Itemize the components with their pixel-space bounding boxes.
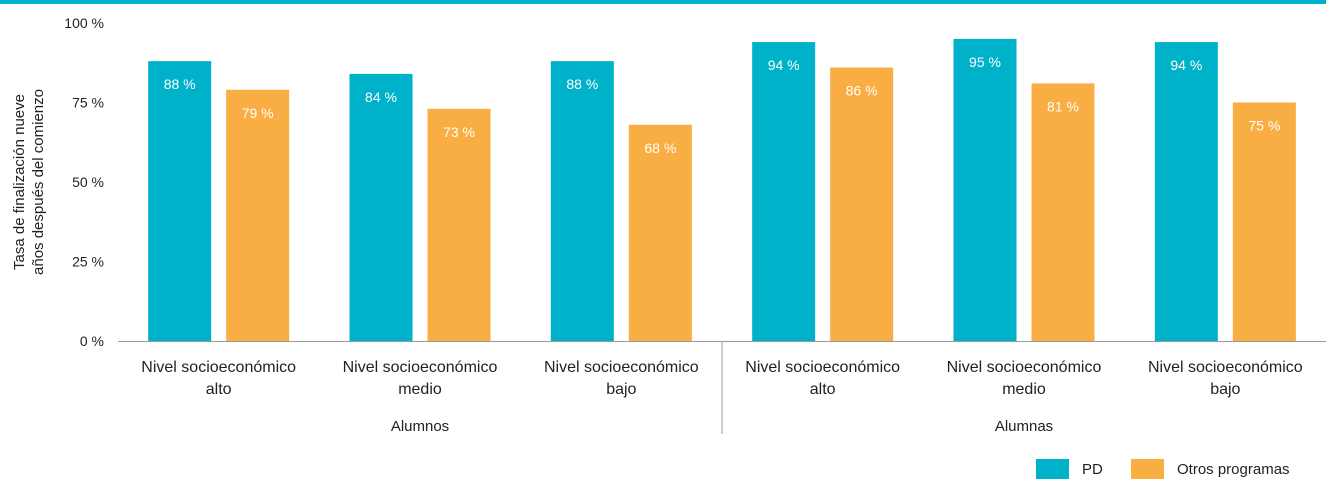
bar-value-label: 73 % xyxy=(443,124,475,140)
bar-value-label: 81 % xyxy=(1047,98,1079,114)
y-tick-label: 0 % xyxy=(80,333,104,349)
category-label: alto xyxy=(206,381,232,398)
category-label: Nivel socioeconómico xyxy=(343,359,498,376)
bar-value-label: 84 % xyxy=(365,89,397,105)
category-label: alto xyxy=(810,381,836,398)
category-label: medio xyxy=(1002,381,1046,398)
bar-otros-programas xyxy=(628,124,692,341)
category-label: Nivel socioeconómico xyxy=(947,359,1102,376)
top-accent-rule xyxy=(0,0,1326,4)
bar-otros-programas xyxy=(830,67,894,342)
legend: PD Otros programas xyxy=(1036,459,1290,479)
category-label: Nivel socioeconómico xyxy=(745,359,900,376)
bar-value-label: 68 % xyxy=(644,140,676,156)
y-tick-label: 100 % xyxy=(64,15,104,31)
y-axis-label-line: Tasa de finalización nueve xyxy=(11,94,28,270)
legend-swatch-otros-programas xyxy=(1131,459,1164,479)
y-tick-label: 50 % xyxy=(72,174,104,190)
category-label: Nivel socioeconómico xyxy=(1148,359,1303,376)
bar-pd xyxy=(1154,42,1218,341)
legend-label: Otros programas xyxy=(1177,461,1290,478)
y-axis-label: Tasa de finalización nueve años después d… xyxy=(11,89,47,275)
bar-pd xyxy=(953,38,1017,342)
category-label: Nivel socioeconómico xyxy=(141,359,296,376)
group-label: Alumnos xyxy=(391,418,449,435)
category-label: bajo xyxy=(606,381,636,398)
bar-value-label: 94 % xyxy=(768,57,800,73)
bar-value-label: 79 % xyxy=(242,105,274,121)
category-label: Nivel socioeconómico xyxy=(544,359,699,376)
bar-otros-programas xyxy=(427,108,491,341)
bar-value-label: 88 % xyxy=(164,76,196,92)
bar-pd xyxy=(148,61,212,341)
bar-otros-programas xyxy=(226,89,290,341)
y-axis-label-line: años después del comienzo xyxy=(30,89,47,275)
legend-swatch-pd xyxy=(1036,459,1069,479)
bar-otros-programas xyxy=(1232,102,1296,341)
bar-value-label: 94 % xyxy=(1170,57,1202,73)
bar-value-label: 86 % xyxy=(846,83,878,99)
bar-value-label: 88 % xyxy=(566,76,598,92)
bar-pd xyxy=(752,42,816,341)
y-tick-label: 25 % xyxy=(72,254,104,270)
bar-otros-programas xyxy=(1031,83,1095,342)
bar-pd xyxy=(550,61,614,341)
category-label: bajo xyxy=(1210,381,1240,398)
category-label: medio xyxy=(398,381,442,398)
bar-pd xyxy=(349,73,413,341)
bar-value-label: 95 % xyxy=(969,54,1001,70)
group-labels: Alumnos Alumnas xyxy=(391,418,1053,435)
bars: 88 % 79 % 84 % 73 % 88 % 68 % 94 % 86 % 95 % 81 %… xyxy=(148,38,1296,342)
group-label: Alumnas xyxy=(995,418,1053,435)
y-axis-ticks: 0 % 25 % 50 % 75 % 100 % xyxy=(64,15,104,349)
legend-label: PD xyxy=(1082,461,1103,478)
y-tick-label: 75 % xyxy=(72,95,104,111)
bar-value-label: 75 % xyxy=(1248,118,1280,134)
category-labels: Nivel socioeconómico alto Nivel socioeconó… xyxy=(141,359,1303,398)
